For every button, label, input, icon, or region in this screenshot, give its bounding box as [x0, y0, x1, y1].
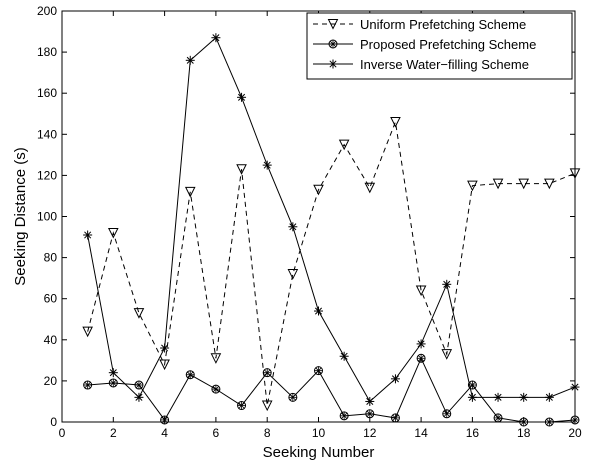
data-point-series-2: [134, 380, 144, 390]
data-point-series-3: [416, 339, 426, 349]
data-point-series-3: [544, 392, 554, 402]
data-point-series-3: [108, 368, 118, 378]
legend: Uniform Prefetching Scheme Proposed Prefe…: [306, 12, 573, 80]
data-point-series-2: [237, 401, 247, 411]
data-point-series-3: [390, 374, 400, 384]
data-point-series-2: [83, 380, 93, 390]
data-point-series-1: [518, 178, 530, 190]
x-tick-label: 8: [264, 426, 271, 440]
y-tick-label: 0: [50, 415, 57, 429]
legend-label-1: Uniform Prefetching Scheme: [360, 17, 526, 32]
x-tick-label: 2: [110, 426, 117, 440]
data-point-series-2: [493, 413, 503, 423]
x-tick-label: 10: [312, 426, 326, 440]
y-tick-label: 120: [37, 168, 57, 182]
data-point-series-3: [211, 33, 221, 43]
data-point-series-1: [287, 269, 299, 280]
data-point-series-2: [108, 378, 118, 388]
data-point-series-1: [544, 178, 555, 190]
y-tick-label: 100: [37, 210, 57, 224]
data-point-series-1: [415, 285, 427, 297]
data-point-series-1: [441, 349, 453, 360]
data-point-series-2: [185, 370, 195, 380]
x-tick-label: 16: [466, 426, 480, 440]
y-tick-label: 60: [44, 292, 58, 306]
data-point-series-2: [262, 368, 272, 378]
legend-marker-1: [327, 19, 339, 30]
data-point-series-3: [83, 230, 93, 240]
data-point-series-3: [365, 396, 375, 406]
y-axis-label: Seeking Distance (s): [12, 147, 29, 285]
x-tick-label: 0: [59, 426, 66, 440]
y-tick-label: 200: [37, 4, 57, 18]
y-tick-label: 160: [37, 86, 57, 100]
data-point-series-1: [184, 186, 196, 198]
data-point-series-1: [569, 168, 581, 179]
data-point-series-2: [416, 353, 426, 363]
data-point-series-2: [390, 413, 400, 423]
data-point-series-2: [544, 417, 554, 427]
legend-marker-2: [328, 39, 338, 49]
data-point-series-3: [442, 279, 452, 289]
data-point-series-2: [570, 415, 580, 425]
data-point-series-1: [210, 353, 222, 364]
data-point-series-3: [314, 306, 323, 316]
data-point-series-1: [236, 164, 247, 175]
data-point-series-1: [313, 184, 324, 196]
series-layer: [82, 33, 581, 427]
axis-ticks: 0 2 4 6 8 10 12 14 16 18 2002040608010012014016018…: [37, 4, 582, 440]
data-point-series-2: [442, 409, 452, 419]
data-point-series-2: [519, 417, 529, 427]
x-tick-label: 18: [517, 426, 531, 440]
data-point-series-3: [570, 382, 580, 392]
data-point-series-3: [493, 392, 503, 402]
data-point-series-3: [134, 392, 144, 402]
data-point-series-1: [338, 139, 350, 151]
x-axis-label: Seeking Number: [263, 444, 375, 461]
series-line-1: [87, 120, 576, 406]
data-point-series-2: [339, 411, 349, 421]
data-point-series-3: [519, 392, 529, 402]
data-point-series-2: [288, 392, 298, 402]
data-point-series-3: [467, 392, 477, 402]
x-tick-label: 4: [161, 426, 168, 440]
data-point-series-3: [185, 55, 195, 65]
y-tick-label: 80: [44, 251, 58, 265]
data-point-series-1: [390, 116, 401, 128]
x-tick-label: 14: [414, 426, 428, 440]
data-point-series-2: [211, 384, 221, 394]
data-point-series-3: [237, 92, 247, 102]
data-point-series-1: [261, 400, 273, 412]
legend-marker-3: [328, 59, 338, 69]
data-point-series-3: [262, 160, 272, 170]
data-point-series-1: [492, 178, 504, 190]
data-point-series-1: [467, 180, 478, 192]
data-point-series-3: [288, 222, 298, 232]
data-point-series-1: [107, 227, 119, 239]
data-point-series-3: [160, 343, 170, 353]
legend-label-3: Inverse Water−filling Scheme: [360, 57, 529, 72]
data-point-series-2: [160, 415, 170, 425]
data-point-series-2: [314, 366, 323, 376]
legend-label-2: Proposed Prefetching Scheme: [360, 37, 536, 52]
y-tick-label: 20: [44, 374, 58, 388]
x-tick-label: 12: [363, 426, 377, 440]
x-tick-label: 6: [213, 426, 220, 440]
series-line-2: [87, 357, 576, 423]
data-point-series-1: [364, 182, 376, 194]
data-point-series-3: [339, 351, 349, 361]
data-point-series-1: [133, 308, 145, 319]
data-point-series-1: [159, 359, 170, 371]
x-tick-label: 20: [568, 426, 582, 440]
y-tick-label: 180: [37, 45, 57, 59]
y-tick-label: 40: [44, 333, 58, 347]
data-point-series-2: [365, 409, 375, 419]
data-point-series-1: [82, 326, 93, 338]
y-tick-label: 140: [37, 127, 57, 141]
